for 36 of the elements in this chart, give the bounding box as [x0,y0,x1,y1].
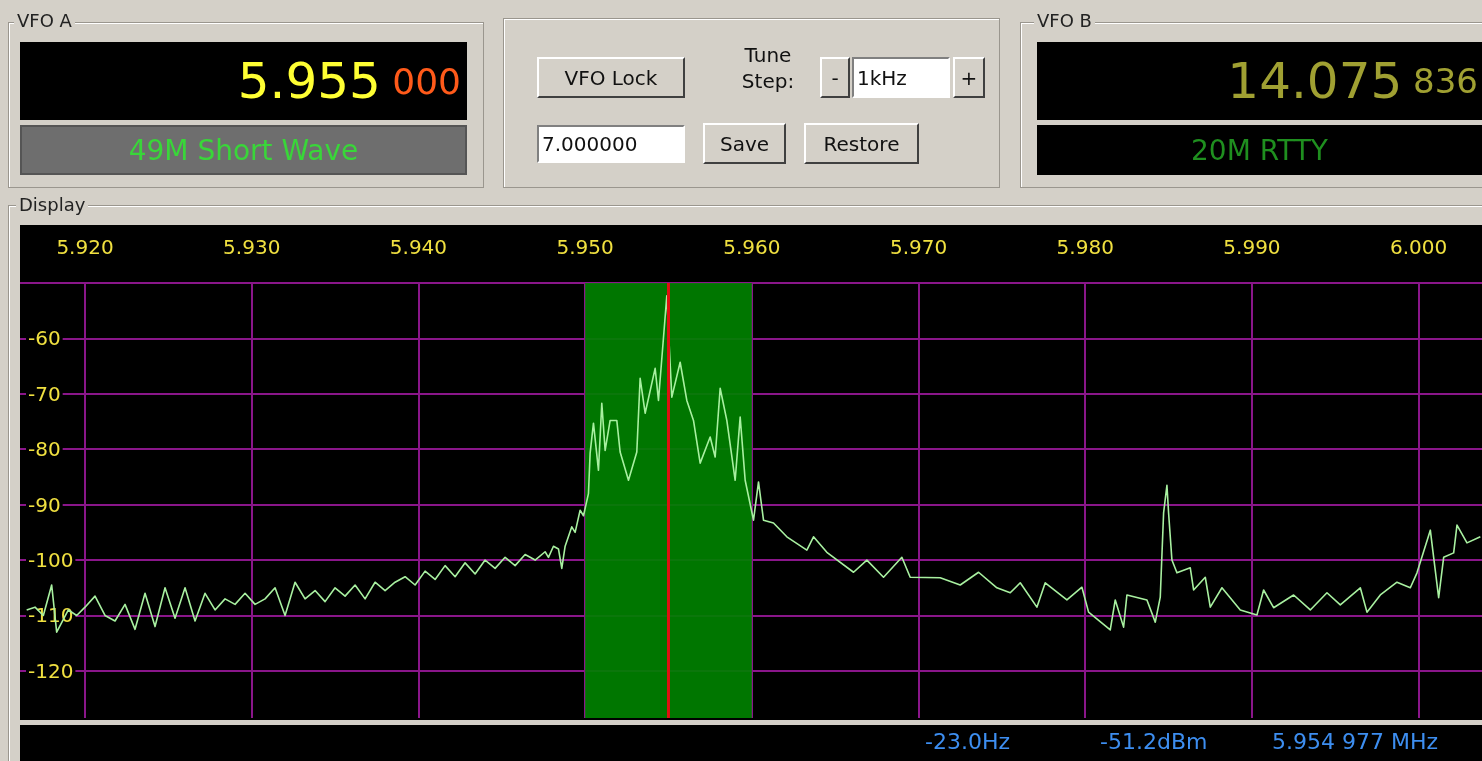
text: - [820,57,850,98]
chart-title: Display [16,194,89,215]
text: 7.000000 [537,125,685,163]
line-series [25,294,1482,633]
text: VFO B [1034,10,1095,31]
y-tick-label: -80 [28,437,61,462]
text: Tune Step: [740,42,796,94]
text: 5.955 [237,52,381,110]
text: Save [703,123,786,164]
y-tick-label: -120 [28,658,74,683]
text: 000 [391,60,461,102]
x-tick-label: 5.960 [723,235,781,259]
text: 836 [1412,61,1478,101]
x-tick-label: 5.930 [223,235,281,259]
x-tick-label: 5.970 [889,235,948,259]
text: 5.954 977 MHz [1272,729,1439,754]
text: 1kHz [852,57,950,98]
text: Restore [804,123,919,164]
x-tick-label: 5.940 [389,235,448,259]
text: VFO A [14,10,75,31]
y-tick-label: -60 [28,326,61,351]
text: 20M RTTY [1037,125,1482,175]
y-tick-label: -90 [28,492,61,517]
text: + [953,57,985,98]
text: 49M Short Wave [20,125,467,175]
x-tick-label: 5.980 [1056,235,1114,259]
text: 14.075 [1227,52,1403,110]
y-tick-label: -70 [28,381,61,406]
x-tick-label: 5.950 [556,235,614,259]
x-tick-label: 6.000 [1390,235,1448,259]
y-tick-label: -100 [28,548,74,573]
text: -23.0Hz [925,729,1011,754]
text: -51.2dBm [1100,729,1208,754]
text: VFO Lock [537,57,685,98]
x-tick-label: 5.990 [1223,235,1281,259]
x-tick-label: 5.920 [56,235,114,259]
